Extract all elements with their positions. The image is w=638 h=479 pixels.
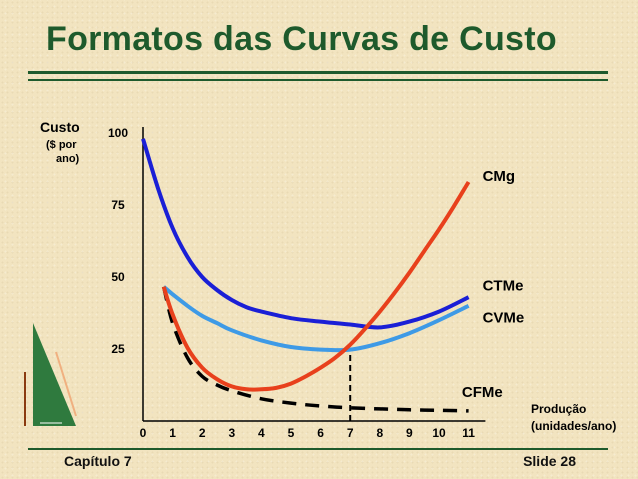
curve-cfme [162, 286, 469, 413]
chart-tick-labels: 0 1 2 3 4 5 6 7 8 9 10 11 25 50 75 100 [108, 126, 475, 440]
series-label-cvme: CVMe [483, 309, 525, 326]
curve-ctme [141, 138, 470, 330]
series-label-cmg: CMg [483, 168, 515, 185]
y-tick-label: 100 [108, 126, 128, 140]
chart-axes [142, 127, 486, 422]
curve-cvme [162, 285, 470, 353]
y-tick-label: 50 [111, 270, 125, 284]
x-tick-label: 1 [169, 426, 176, 440]
footer-chapter: Capítulo 7 [64, 453, 132, 469]
chart-axis-titles: Custo ($ por ano) Produção (unidades/ano) [40, 119, 616, 433]
title-rule-thick [28, 71, 608, 74]
series-label-ctme: CTMe [483, 278, 524, 295]
y-axis-title-line: ($ por [46, 139, 77, 151]
y-tick-label: 75 [111, 198, 125, 212]
curve-cmg [161, 180, 471, 392]
chart-series-labels: CMg CTMe CVMe CFMe [462, 168, 524, 401]
y-tick-label: 25 [111, 342, 125, 356]
slide-title: Formatos das Curvas de Custo [46, 20, 557, 58]
x-tick-label: 0 [140, 426, 147, 440]
x-tick-label: 10 [432, 426, 446, 440]
x-tick-label: 3 [228, 426, 235, 440]
x-axis-title-line: (unidades/ano) [531, 419, 616, 433]
x-tick-label: 6 [317, 426, 324, 440]
footer-slide-number: Slide 28 [523, 453, 576, 469]
x-tick-label: 9 [406, 426, 413, 440]
title-rule-thin [28, 79, 608, 81]
x-axis-title-line: Produção [531, 402, 586, 416]
chart-curves [141, 138, 471, 421]
x-tick-label: 7 [347, 426, 354, 440]
x-tick-label: 8 [376, 426, 383, 440]
green-triangle-shape [33, 323, 76, 426]
x-tick-label: 2 [199, 426, 206, 440]
footer-rule [28, 448, 608, 450]
y-axis-title-line: Custo [40, 119, 80, 135]
decorative-line-orange [55, 351, 77, 417]
x-tick-label: 11 [462, 426, 475, 440]
x-tick-label: 5 [288, 426, 295, 440]
x-tick-label: 4 [258, 426, 265, 440]
series-label-cfme: CFMe [462, 384, 503, 401]
y-axis-title-line: ano) [56, 153, 80, 165]
